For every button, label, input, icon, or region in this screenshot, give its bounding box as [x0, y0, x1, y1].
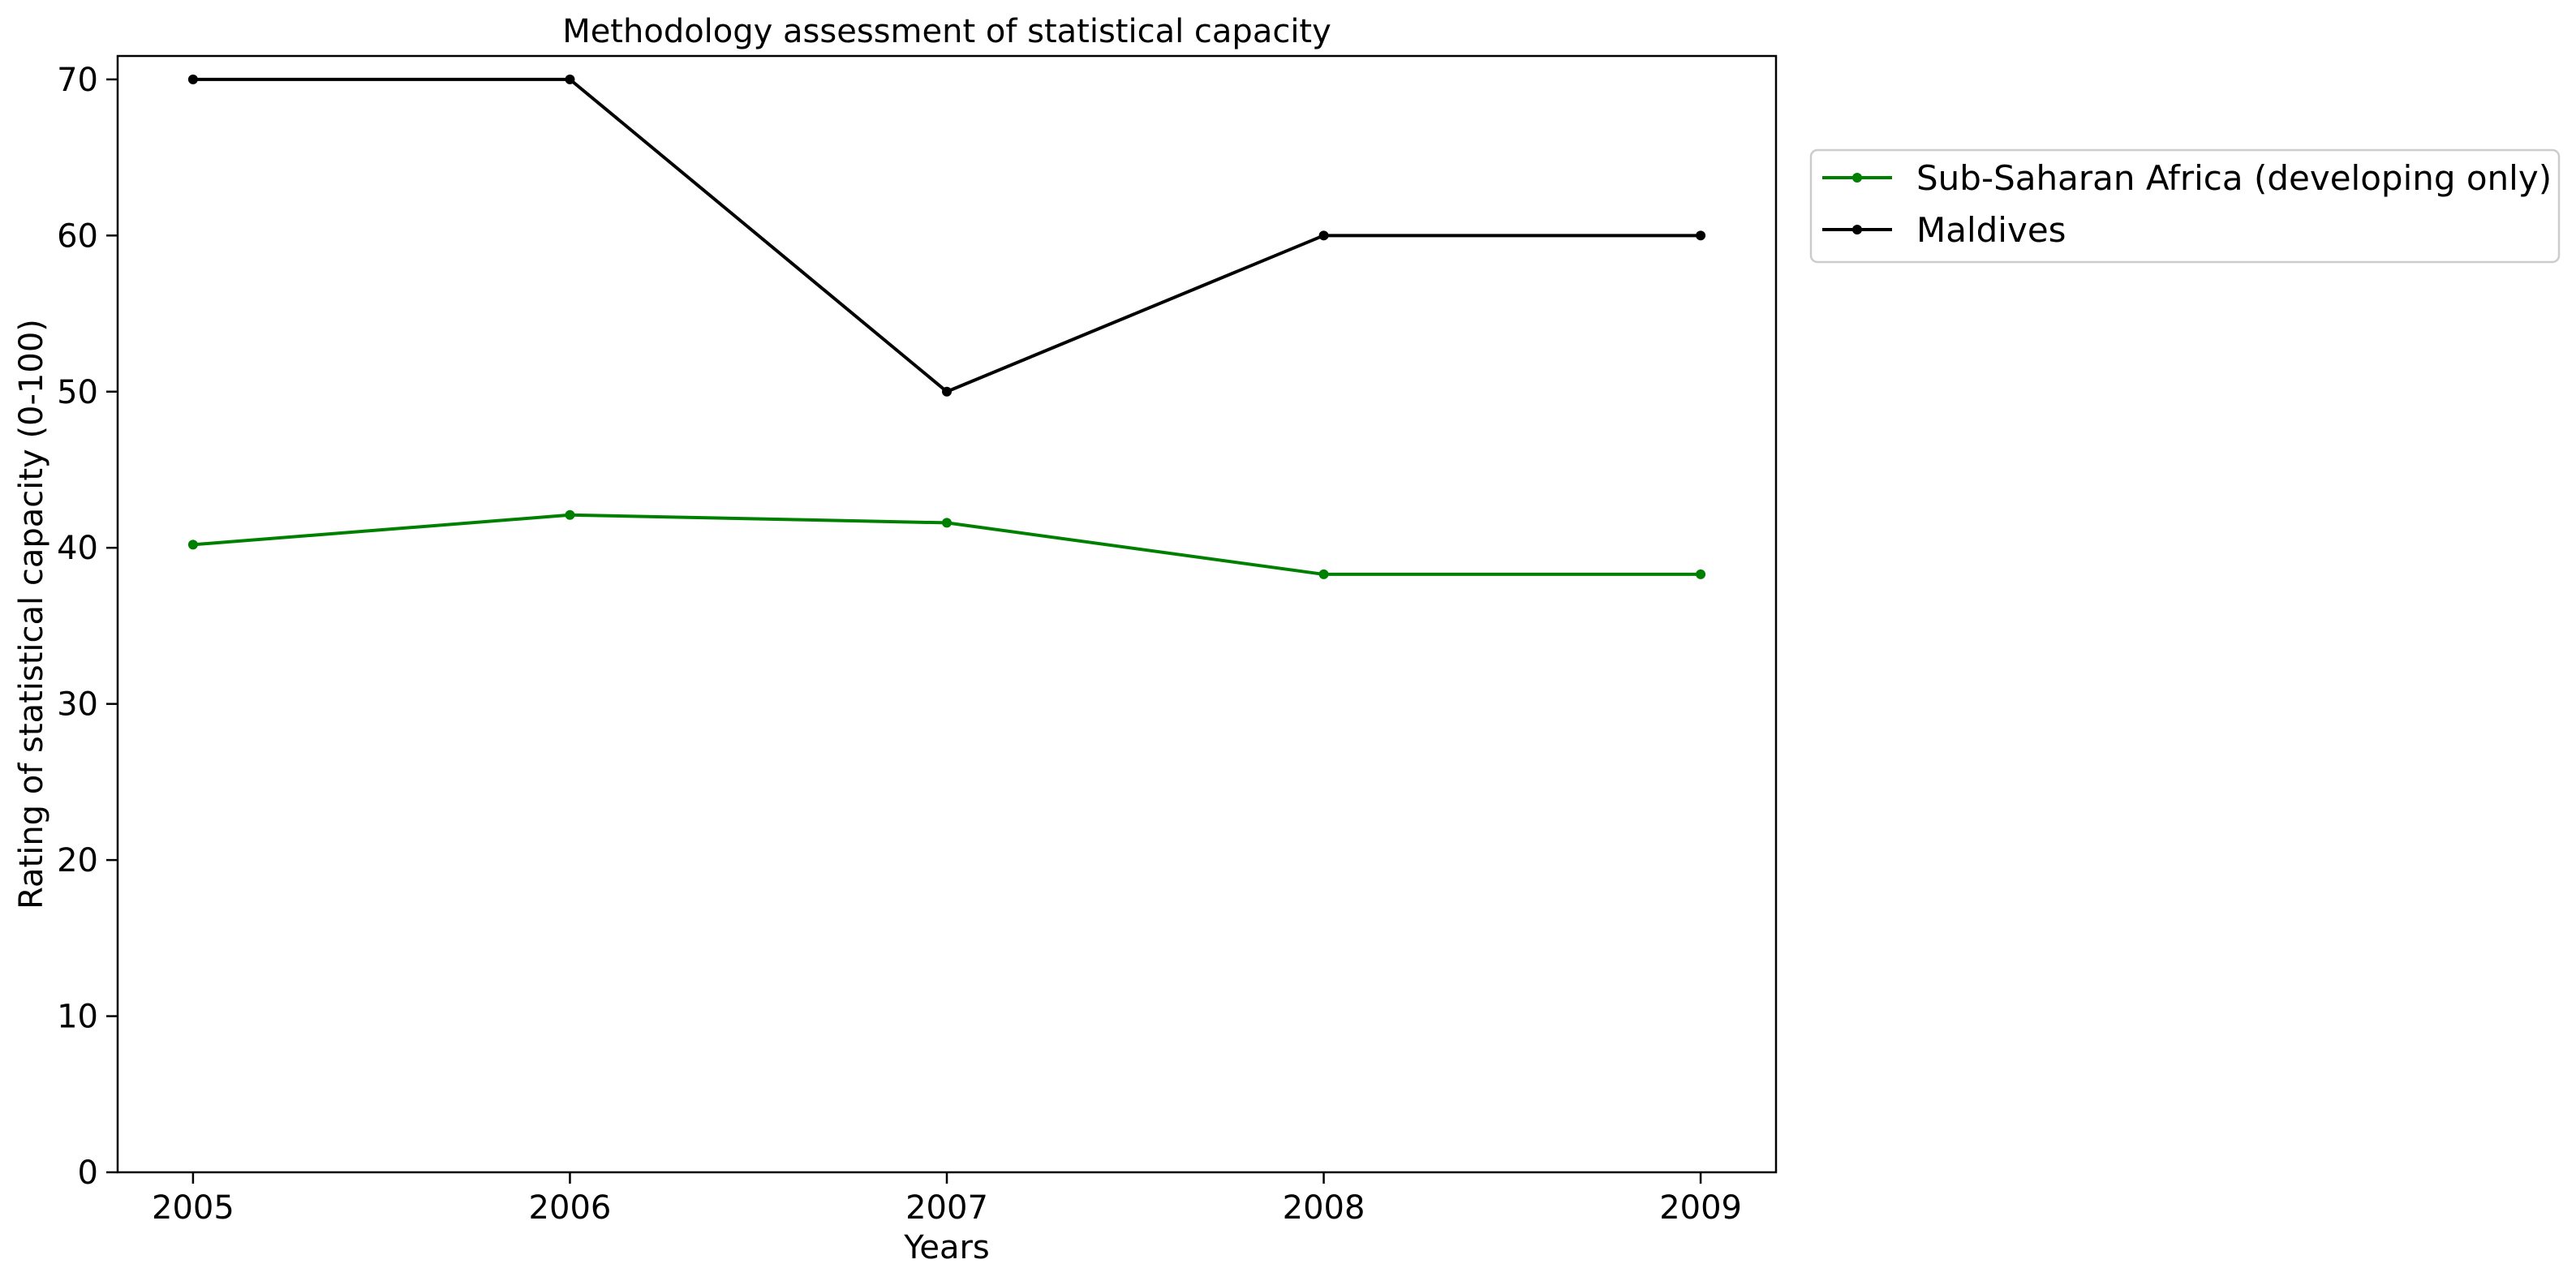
- data-point: [942, 518, 952, 528]
- x-axis: 2005 2006 2007 2008 2009: [152, 1172, 1742, 1227]
- data-point: [187, 539, 198, 550]
- x-axis-label: Years: [903, 1229, 990, 1266]
- y-tick-label: 40: [57, 530, 98, 567]
- series-line: [192, 77, 1701, 393]
- y-tick-label: 20: [57, 842, 98, 879]
- y-tick-label: 60: [57, 217, 98, 255]
- chart-title: Methodology assessment of statistical ca…: [562, 13, 1331, 50]
- y-tick-label: 10: [57, 999, 98, 1036]
- legend-marker: [1852, 225, 1862, 234]
- legend-label: Maldives: [1916, 210, 2066, 250]
- y-tick-label: 0: [78, 1154, 98, 1192]
- series-0: [187, 509, 1706, 579]
- legend: Sub-Saharan Africa (developing only) Mald…: [1809, 148, 2561, 264]
- data-point: [1318, 230, 1329, 241]
- data-point: [1696, 569, 1706, 579]
- legend-marker: [1852, 173, 1862, 183]
- y-axis-label: Rating of statistical capacity (0-100): [13, 319, 50, 909]
- series-1: [187, 74, 1706, 397]
- x-tick-label: 2008: [1283, 1189, 1365, 1227]
- x-tick-label: 2006: [529, 1189, 612, 1227]
- plot-area: [116, 54, 1778, 1174]
- legend-frame: [1809, 148, 2561, 264]
- y-axis: 0 10 20 30 40 50 60 70: [57, 62, 118, 1192]
- y-tick-label: 50: [57, 374, 98, 411]
- data-point: [1696, 230, 1706, 241]
- series-group: [187, 74, 1706, 579]
- data-point: [942, 386, 952, 397]
- x-tick-label: 2005: [152, 1189, 234, 1227]
- y-tick-label: 70: [57, 62, 98, 99]
- x-tick-label: 2009: [1659, 1189, 1742, 1227]
- y-tick-label: 30: [57, 686, 98, 724]
- x-tick-label: 2007: [905, 1189, 988, 1227]
- legend-label: Sub-Saharan Africa (developing only): [1916, 158, 2552, 198]
- data-point: [1318, 569, 1329, 579]
- data-point: [187, 74, 198, 84]
- data-point: [565, 509, 575, 520]
- data-point: [565, 74, 575, 84]
- plot-frame: [116, 54, 1778, 1174]
